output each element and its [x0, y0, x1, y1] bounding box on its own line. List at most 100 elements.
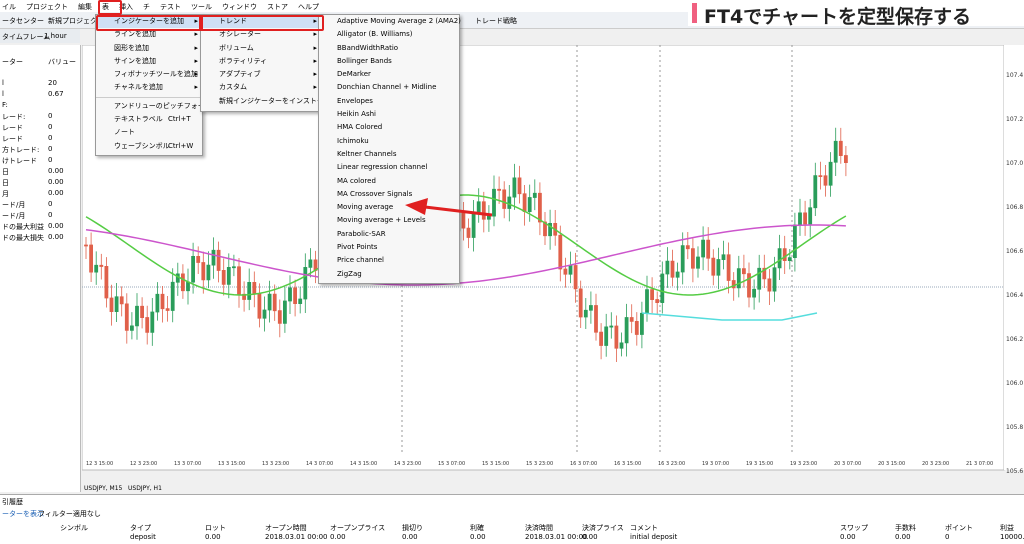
- menu-item[interactable]: ZigZag: [319, 268, 459, 281]
- toolbar-button[interactable]: ータセンター: [2, 17, 44, 25]
- submenu-arrow: ▸: [194, 17, 198, 25]
- menu-item[interactable]: チャネルを追加 ▸: [96, 81, 202, 94]
- chart-tab: USDJPY, M15: [84, 485, 123, 492]
- banner-text: FT4でチャートを定型保存する: [704, 6, 971, 28]
- cell: 0.00: [330, 533, 346, 541]
- menu-item[interactable]: ストア: [267, 3, 288, 11]
- menu-item[interactable]: ボラティリティ ▸: [201, 55, 321, 68]
- menu-label: ノート: [114, 128, 135, 137]
- menu-label: Pivot Points: [337, 243, 378, 252]
- submenu-arrow: ▸: [194, 30, 198, 39]
- panel-tab[interactable]: ーターを表示: [2, 510, 44, 518]
- date-label: 15 3 07:00: [438, 461, 465, 467]
- menu-item[interactable]: Ichimoku: [319, 135, 459, 148]
- menu-item[interactable]: Parabolic-SAR: [319, 228, 459, 241]
- menu-item[interactable]: テキストラベル Ctrl+T: [96, 113, 202, 126]
- cell: レード:: [2, 113, 26, 121]
- menu-item[interactable]: ラインを追加 ▸: [96, 28, 202, 41]
- submenu-arrow: ▸: [313, 30, 317, 39]
- menu-item[interactable]: ボリューム ▸: [201, 42, 321, 55]
- menu-item[interactable]: Heikin Ashi: [319, 108, 459, 121]
- menu-item[interactable]: インジケーターを追加 ▸: [96, 15, 202, 29]
- menu-item[interactable]: イル: [2, 3, 16, 11]
- ma-cyan: [641, 312, 818, 321]
- menu-item[interactable]: ツール: [191, 3, 212, 11]
- menu-item[interactable]: 編集: [78, 3, 92, 11]
- axis-bg: [1004, 45, 1024, 470]
- left-panel: ーター バリュー l 20 l 0.67 F: レード: 0 レード 0 レード 0 方トレード: 0 けトレ…: [0, 45, 81, 492]
- menu-item[interactable]: サインを追加 ▸: [96, 55, 202, 68]
- cell: F:: [2, 101, 8, 109]
- menu-item[interactable]: Donchian Channel + Midline: [319, 81, 459, 94]
- date-label: 14 3 15:00: [350, 461, 377, 467]
- cell: 0.00: [205, 533, 221, 541]
- menu-item[interactable]: DeMarker: [319, 68, 459, 81]
- menu-item[interactable]: チ: [143, 3, 150, 11]
- timeframe-bar: タイムフレーム 1 hour: [0, 29, 80, 43]
- menu-item[interactable]: プロジェクト: [26, 3, 68, 11]
- cell: 0: [48, 200, 53, 208]
- panel-tab[interactable]: フィルター適用なし: [38, 510, 101, 518]
- menu-item[interactable]: ノート: [96, 126, 202, 139]
- menu-item[interactable]: 挿入: [119, 3, 133, 11]
- menu-item[interactable]: MA colored: [319, 175, 459, 188]
- menu-item[interactable]: 図形を追加 ▸: [96, 42, 202, 55]
- menu-item[interactable]: カスタム ▸: [201, 81, 321, 94]
- toolbar-button[interactable]: 新規プロジェクト: [48, 17, 104, 25]
- menu-item[interactable]: トレンド ▸: [201, 15, 321, 29]
- submenu-arrow: ▸: [313, 70, 317, 79]
- cell: 方トレード:: [2, 146, 40, 154]
- menu-item[interactable]: Pivot Points: [319, 241, 459, 254]
- submenu-arrow: ▸: [194, 83, 198, 92]
- date-label: 19 3 15:00: [746, 461, 773, 467]
- toolbar-button[interactable]: トレード戦略: [475, 17, 517, 25]
- menu-item[interactable]: オシレーター ▸: [201, 28, 321, 41]
- trend-menu: Adaptive Moving Average 2 (AMA2) Alligato…: [318, 14, 461, 284]
- menu-item[interactable]: Envelopes: [319, 95, 459, 108]
- menu-item[interactable]: BBandWidthRatio: [319, 42, 459, 55]
- menu-label: ラインを追加: [114, 30, 156, 39]
- separator: [96, 96, 202, 98]
- menu-item[interactable]: 新規インジケーターをインストール: [201, 95, 331, 108]
- menu-item[interactable]: フィボナッチツールを追加 ▸: [96, 68, 202, 81]
- column-header: ロット: [205, 524, 226, 532]
- menu-item[interactable]: Keltner Channels: [319, 148, 459, 161]
- menu-label: Adaptive Moving Average 2 (AMA2): [337, 17, 461, 25]
- menu-item[interactable]: Moving average: [319, 201, 459, 214]
- menu-item[interactable]: Adaptive Moving Average 2 (AMA2): [319, 15, 461, 28]
- column-header: オープン時間: [265, 524, 307, 532]
- menu-item[interactable]: 表: [102, 3, 109, 11]
- menu-item[interactable]: Alligator (B. Williams): [319, 28, 459, 41]
- menu-item[interactable]: ウェーブシンボル Ctrl+W: [96, 140, 202, 153]
- cell: 月: [2, 190, 9, 198]
- menu-label: DeMarker: [337, 70, 371, 79]
- menu-item[interactable]: Bollinger Bands: [319, 55, 459, 68]
- menu-item[interactable]: アダプティブ ▸: [201, 68, 321, 81]
- cell: 0.00: [48, 233, 64, 241]
- ma-fast: [85, 194, 847, 296]
- price-label: 106.0: [1006, 380, 1023, 387]
- submenu-arrow: ▸: [313, 43, 317, 52]
- column-header: 決済プライス: [582, 524, 624, 532]
- menu-item[interactable]: Linear regression channel: [319, 161, 459, 174]
- column-header: タイプ: [130, 524, 151, 532]
- menu-item[interactable]: HMA Colored: [319, 121, 459, 134]
- date-label: 16 3 07:00: [570, 461, 597, 467]
- timeframe-value[interactable]: 1 hour: [44, 32, 67, 40]
- cell: 0.00: [48, 222, 64, 230]
- menu-label: ボリューム: [219, 43, 254, 52]
- price-label: 106.8: [1006, 204, 1023, 211]
- menu-item[interactable]: Price channel: [319, 254, 459, 267]
- menu-label: ボラティリティ: [219, 56, 268, 65]
- date-label: 13 3 15:00: [218, 461, 245, 467]
- cell: 0.00: [470, 533, 486, 541]
- menu-label: MA Crossover Signals: [337, 189, 413, 198]
- menu-label: アンドリューのピッチフォーク: [114, 101, 212, 110]
- menu-item[interactable]: ウィンドウ: [222, 3, 257, 11]
- menu-item[interactable]: ヘルプ: [298, 3, 319, 11]
- menu-item[interactable]: Moving average + Levels: [319, 214, 459, 227]
- menu-item[interactable]: アンドリューのピッチフォーク: [96, 100, 212, 113]
- menu-label: インジケーターを追加: [114, 17, 184, 25]
- menu-item[interactable]: MA Crossover Signals: [319, 188, 459, 201]
- menu-item[interactable]: テスト: [160, 3, 181, 11]
